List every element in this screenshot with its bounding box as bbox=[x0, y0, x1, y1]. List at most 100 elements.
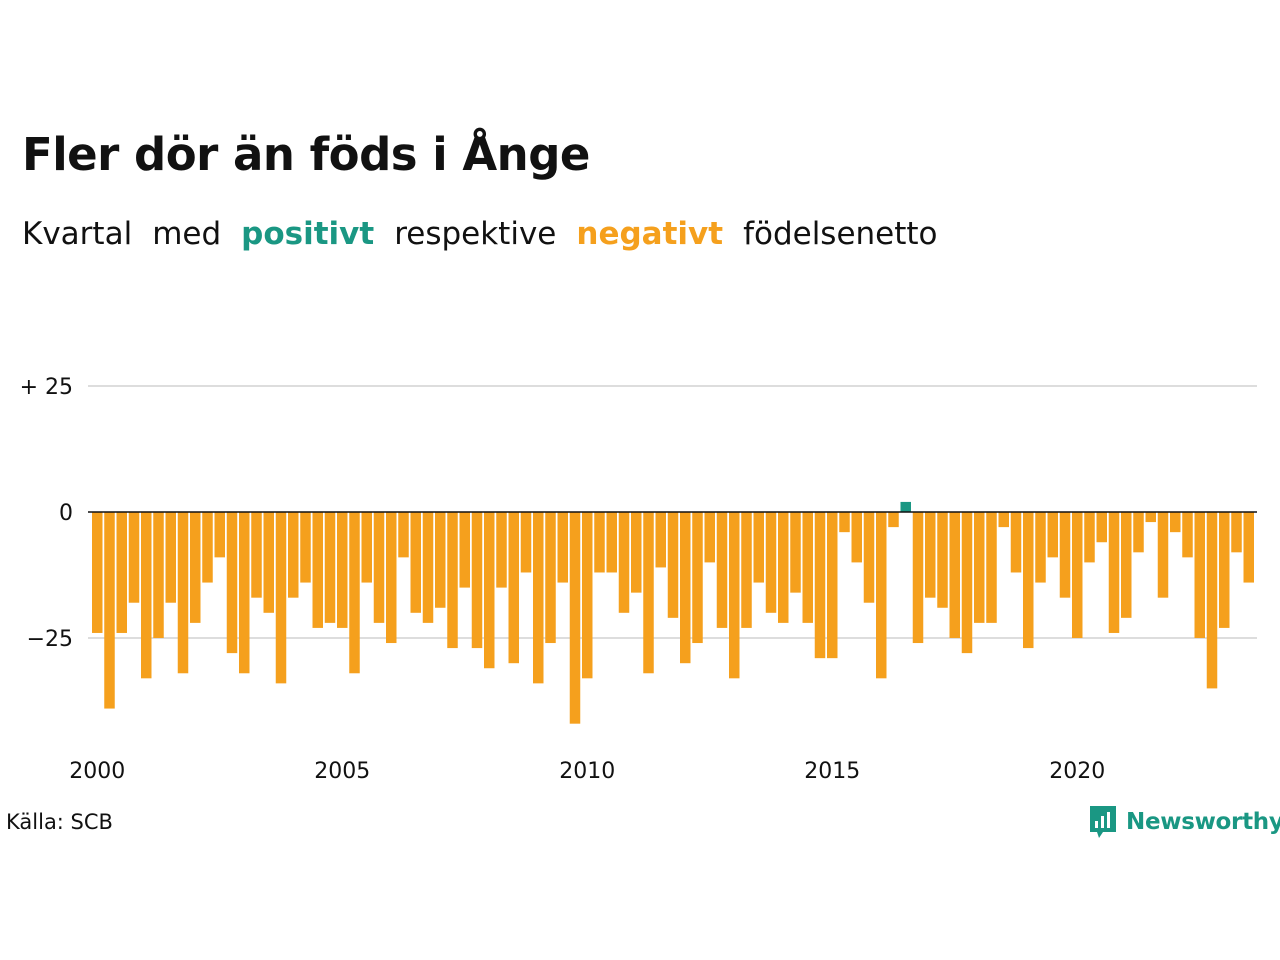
bar-negative bbox=[1182, 512, 1193, 558]
y-tick-label: + 25 bbox=[20, 375, 73, 400]
newsworthy-logo-icon bbox=[1090, 806, 1116, 838]
bar-negative bbox=[410, 512, 421, 613]
bar-negative bbox=[496, 512, 507, 588]
bar-negative bbox=[961, 512, 973, 654]
bar-negative bbox=[814, 512, 826, 659]
bar-negative bbox=[349, 512, 360, 674]
x-tick-label: 2010 bbox=[559, 759, 615, 784]
bar-negative bbox=[324, 512, 336, 623]
bar-negative bbox=[925, 512, 936, 598]
bar-negative bbox=[716, 512, 728, 628]
bar-positive bbox=[900, 501, 911, 512]
bar-negative bbox=[949, 512, 960, 638]
bar-negative bbox=[202, 512, 213, 583]
bar-negative bbox=[863, 512, 875, 603]
chart-title: Fler dör än föds i Ånge bbox=[22, 128, 590, 181]
bar-negative bbox=[1194, 512, 1205, 638]
bar-negative bbox=[520, 512, 532, 573]
bar-negative bbox=[1010, 512, 1022, 573]
subtitle-positive-legend: positivt bbox=[241, 216, 375, 252]
bar-negative bbox=[1096, 512, 1107, 543]
bar-negative bbox=[471, 512, 483, 649]
bar-negative bbox=[729, 512, 740, 679]
bar-negative bbox=[300, 512, 311, 583]
bar-negative bbox=[435, 512, 446, 608]
bar-negative bbox=[851, 512, 862, 563]
subtitle-word-med: med bbox=[152, 216, 222, 252]
bar-negative bbox=[643, 512, 654, 674]
y-tick-label: 0 bbox=[59, 501, 73, 526]
bar-negative bbox=[692, 512, 703, 644]
bar-negative bbox=[459, 512, 470, 588]
bar-negative bbox=[1145, 512, 1156, 523]
bar-negative bbox=[104, 512, 115, 709]
bar-negative bbox=[1023, 512, 1034, 649]
bar-negative bbox=[618, 512, 630, 613]
x-tick-label: 2005 bbox=[314, 759, 370, 784]
bar-negative bbox=[557, 512, 568, 583]
bar-negative bbox=[92, 512, 103, 633]
source-note: Källa: SCB bbox=[6, 810, 113, 834]
bar-negative bbox=[1243, 512, 1254, 583]
bar-negative bbox=[802, 512, 813, 623]
subtitle-word-fodelsenetto: födelsenetto bbox=[743, 216, 938, 252]
bar-negative bbox=[1206, 512, 1218, 689]
subtitle-negative-legend: negativt bbox=[576, 216, 724, 252]
bar-negative bbox=[655, 512, 666, 568]
bar-negative bbox=[533, 512, 544, 684]
bar-negative bbox=[1170, 512, 1181, 533]
bar-negative bbox=[1047, 512, 1058, 558]
bar-negative bbox=[263, 512, 274, 613]
bar-negative bbox=[190, 512, 201, 623]
bar-negative bbox=[1084, 512, 1095, 563]
chart-subtitle: Kvartal med positivt respektive negativt föde… bbox=[22, 216, 958, 252]
bar-negative bbox=[508, 512, 519, 664]
x-tick-label: 2000 bbox=[69, 759, 125, 784]
y-tick-label: −25 bbox=[27, 627, 73, 652]
bar-negative bbox=[361, 512, 372, 583]
bar-negative bbox=[667, 512, 679, 618]
bar-negative bbox=[1072, 512, 1083, 638]
bar-negative bbox=[790, 512, 801, 593]
bar-negative bbox=[1157, 512, 1169, 598]
bar-negative bbox=[912, 512, 924, 644]
bar-negative bbox=[398, 512, 409, 558]
bar-negative bbox=[1108, 512, 1120, 633]
bar-negative bbox=[1219, 512, 1230, 628]
bar-negative bbox=[974, 512, 985, 623]
bar-negative bbox=[1059, 512, 1071, 598]
x-tick-label: 2015 bbox=[804, 759, 860, 784]
bar-negative bbox=[569, 512, 581, 724]
x-tick-label: 2020 bbox=[1049, 759, 1105, 784]
bar-negative bbox=[778, 512, 789, 623]
bar-negative bbox=[765, 512, 777, 613]
bar-negative bbox=[251, 512, 262, 598]
bar-negative bbox=[680, 512, 691, 664]
bar-negative bbox=[545, 512, 556, 644]
bar-negative bbox=[447, 512, 458, 649]
subtitle-word-respektive: respektive bbox=[394, 216, 557, 252]
subtitle-word-kvartal: Kvartal bbox=[22, 216, 133, 252]
bar-negative bbox=[1035, 512, 1046, 583]
bar-negative bbox=[386, 512, 397, 644]
bar-negative bbox=[337, 512, 348, 628]
bar-negative bbox=[116, 512, 127, 633]
bar-negative bbox=[239, 512, 250, 674]
newsworthy-logo-text: Newsworthy bbox=[1126, 809, 1280, 835]
bar-negative bbox=[312, 512, 323, 628]
bar-negative bbox=[177, 512, 189, 674]
newsworthy-logo: Newsworthy bbox=[1088, 804, 1280, 840]
bar-negative bbox=[1231, 512, 1242, 553]
bar-negative bbox=[876, 512, 887, 679]
bar-negative bbox=[606, 512, 617, 573]
bar-negative bbox=[937, 512, 948, 608]
bar-negative bbox=[484, 512, 495, 669]
bar-negative bbox=[128, 512, 140, 603]
bar-negative bbox=[141, 512, 152, 679]
bar-negative bbox=[373, 512, 385, 623]
bar-negative bbox=[741, 512, 752, 628]
bar-negative bbox=[153, 512, 164, 638]
bar-negative bbox=[1133, 512, 1144, 553]
bar-negative bbox=[594, 512, 605, 573]
